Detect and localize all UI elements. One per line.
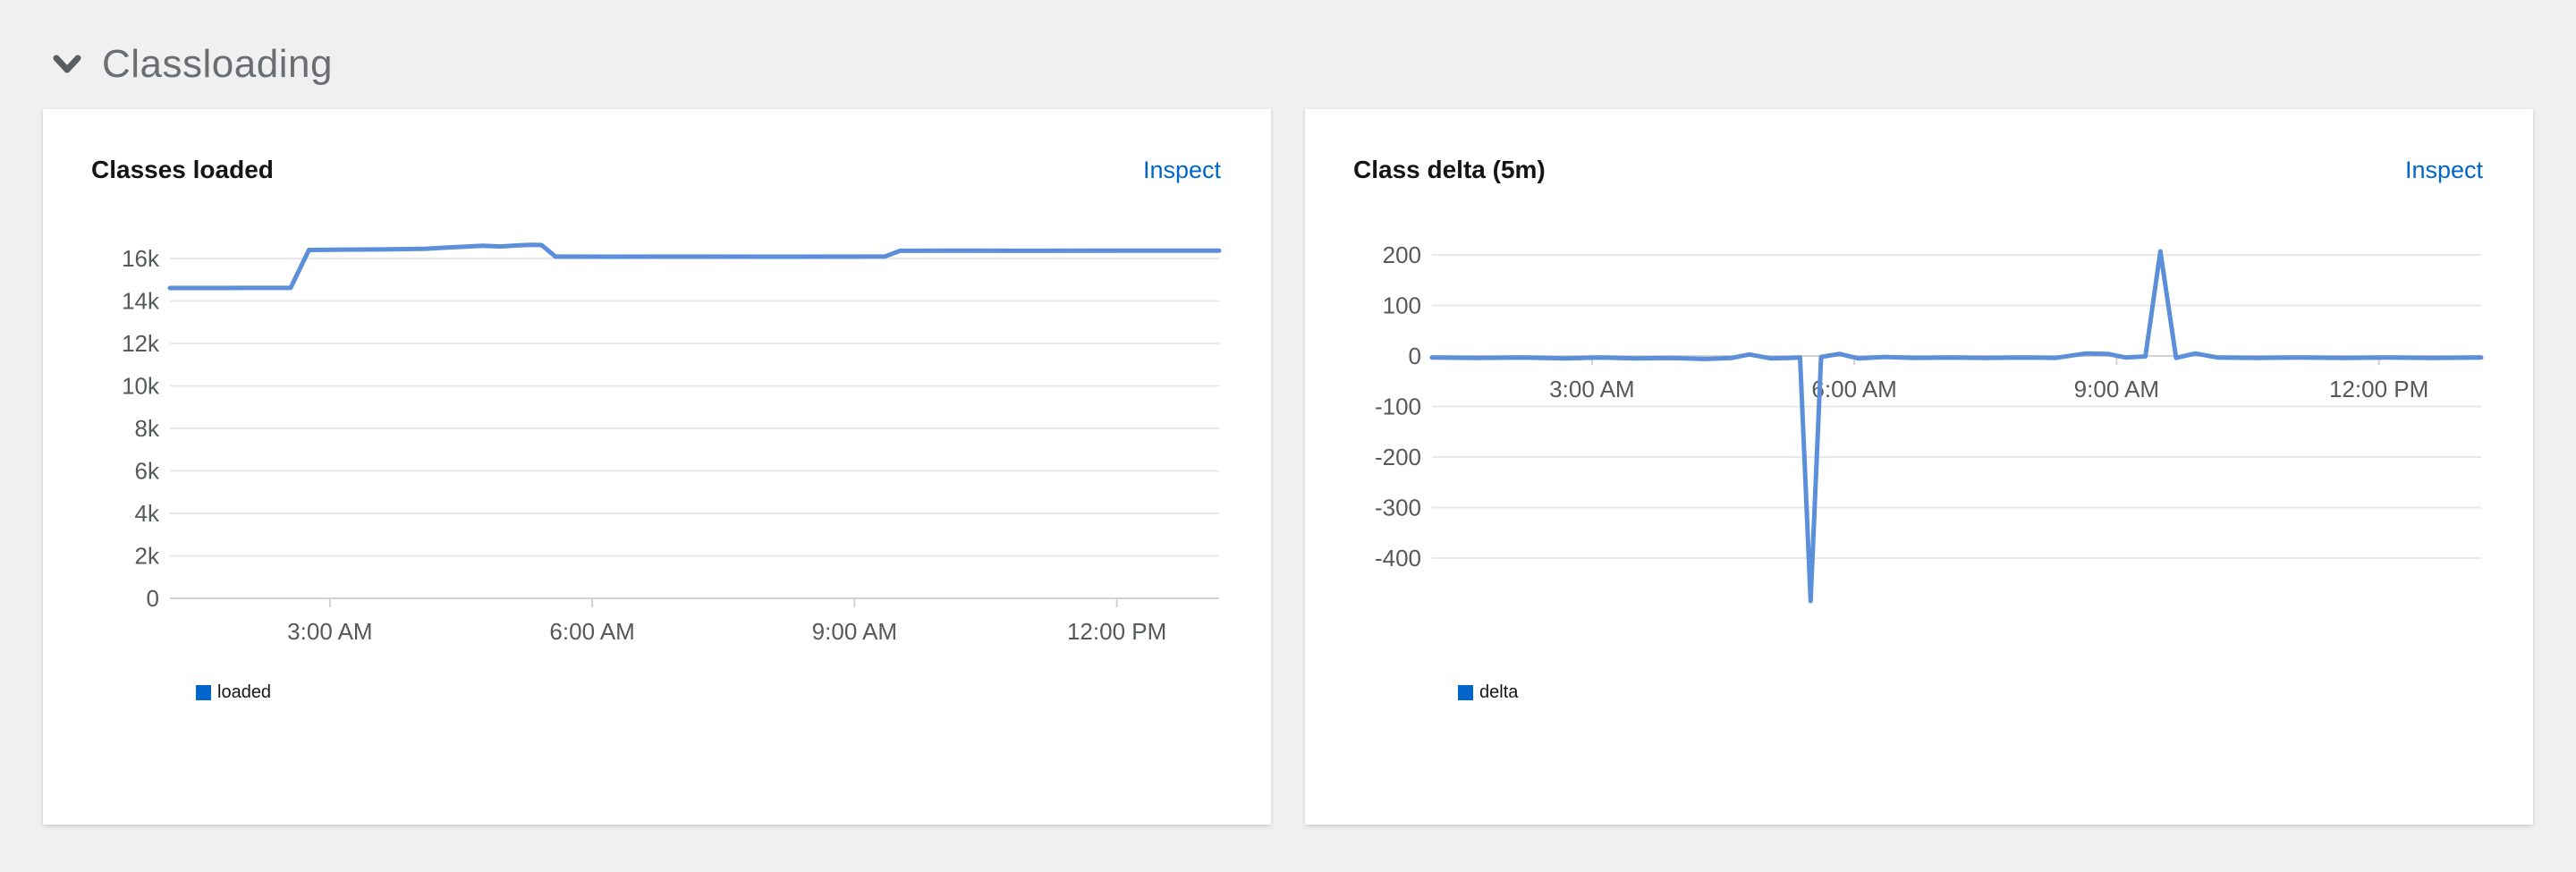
x-tick-label: 6:00 AM <box>1811 376 1896 402</box>
legend-label: loaded <box>217 682 272 702</box>
card-title: Classes loaded <box>91 156 274 183</box>
y-tick-label: 200 <box>1383 241 1421 268</box>
chart-legend: delta <box>1458 682 1518 703</box>
y-tick-label: 0 <box>1409 343 1421 369</box>
class-delta-card: Class delta (5m) Inspect 200 100 0 -100 -200… <box>1305 109 2533 825</box>
chart-legend: loaded <box>196 682 271 703</box>
class-delta-chart: 200 100 0 -100 -200 -300 -400 3:00 AM 6:00 AM 9:0… <box>1375 241 2484 604</box>
y-tick-label: 0 <box>147 585 159 612</box>
x-tick-label: 12:00 PM <box>2329 376 2428 402</box>
classloading-section-header: Classloading <box>52 39 333 89</box>
legend-label: delta <box>1479 682 1519 702</box>
y-tick-label: 100 <box>1383 292 1421 318</box>
y-tick-label: 8k <box>135 415 160 442</box>
y-tick-label: -400 <box>1375 545 1421 571</box>
y-tick-label: 16k <box>122 245 160 272</box>
x-tick-label: 6:00 AM <box>549 618 634 645</box>
chevron-down-icon <box>52 52 82 77</box>
y-tick-label: 14k <box>122 288 160 315</box>
x-tick-label: 12:00 PM <box>1067 618 1166 645</box>
y-tick-label: 4k <box>135 500 160 527</box>
y-tick-label: 12k <box>122 330 160 357</box>
inspect-link[interactable]: Inspect <box>1142 157 1221 183</box>
legend-swatch <box>196 685 211 700</box>
classes-loaded-chart: 0 2k 4k 6k 8k 10k 12k 14k 16k 3:00 AM 6:00 AM 9:00 … <box>122 242 1222 645</box>
y-tick-label: 10k <box>122 373 160 400</box>
x-tick-label: 9:00 AM <box>2074 376 2159 402</box>
y-tick-label: -100 <box>1375 393 1421 419</box>
inspect-link[interactable]: Inspect <box>2404 157 2483 183</box>
series-line-loaded <box>167 242 1222 291</box>
classes-loaded-card: Classes loaded Inspect 0 2k 4k 6k 8k 10k 12k 14… <box>43 109 1271 825</box>
section-title: Classloading <box>102 42 333 86</box>
y-tick-label: -300 <box>1375 494 1421 521</box>
section-expand-toggle[interactable] <box>52 52 82 77</box>
x-tick-label: 3:00 AM <box>287 618 372 645</box>
series-line-delta <box>1429 249 2484 604</box>
y-tick-label: -200 <box>1375 444 1421 470</box>
legend-swatch <box>1458 685 1473 700</box>
card-title: Class delta (5m) <box>1353 156 1546 183</box>
y-tick-label: 2k <box>135 543 160 570</box>
x-tick-label: 9:00 AM <box>812 618 897 645</box>
y-tick-label: 6k <box>135 458 160 485</box>
x-tick-label: 3:00 AM <box>1549 376 1634 402</box>
chart-card-row: Classes loaded Inspect 0 2k 4k 6k 8k 10k 12k 14… <box>43 109 2533 825</box>
